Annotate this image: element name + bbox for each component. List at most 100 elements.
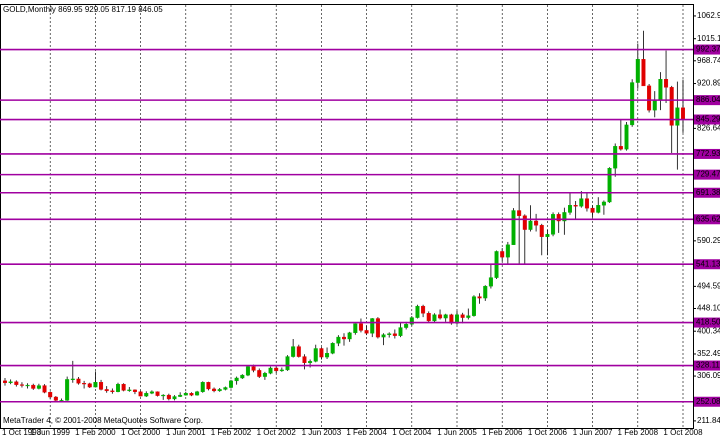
level-label: 772.93 — [696, 149, 720, 158]
candle-body — [584, 198, 589, 209]
level-label: 886.04 — [696, 95, 720, 104]
level-label-box — [694, 148, 720, 159]
candle-body — [87, 383, 92, 388]
candle-body — [65, 379, 70, 401]
x-tick-label: 1 Jun 2007 — [573, 428, 613, 437]
candle-body — [195, 391, 200, 396]
candle-body — [545, 234, 550, 237]
candle-body — [228, 380, 233, 388]
candle-body — [48, 392, 53, 398]
candle-body — [426, 313, 431, 322]
candle-body — [443, 314, 448, 319]
candle-body — [245, 366, 250, 376]
level-label: 418.50 — [696, 318, 720, 327]
level-label-box — [694, 44, 720, 55]
candle-body — [319, 348, 324, 358]
candle-body — [601, 201, 606, 206]
candle-body — [528, 220, 533, 230]
candle-body — [551, 214, 556, 235]
y-tick-label: 920.89 — [697, 79, 720, 88]
candle-body — [99, 382, 104, 390]
candle-body — [522, 215, 527, 230]
candle-body — [421, 305, 426, 314]
x-tick-label: 1 Jun 2001 — [166, 428, 206, 437]
y-tick-label: 352.49 — [697, 349, 720, 358]
level-label: 992.37 — [696, 45, 720, 54]
x-tick-label: 1 Feb 2000 — [75, 428, 116, 437]
candle-body — [517, 210, 522, 216]
candle-body — [132, 389, 137, 392]
candle-body — [358, 323, 363, 331]
x-tick-label: 1 Feb 2004 — [346, 428, 387, 437]
candle-body — [110, 390, 115, 392]
candle-body — [144, 393, 149, 397]
level-label-box — [694, 169, 720, 180]
candle-body — [613, 146, 618, 169]
candle-body — [138, 391, 143, 397]
candle-body — [234, 377, 239, 382]
candle-body — [291, 346, 296, 357]
candle-body — [166, 394, 171, 400]
candle-body — [658, 79, 663, 100]
x-tick-label: 1 Jun 2003 — [302, 428, 342, 437]
candle-body — [200, 382, 205, 392]
candle-body — [438, 314, 443, 319]
level-label-box — [694, 214, 720, 225]
candle-body — [415, 305, 420, 318]
level-label: 691.38 — [696, 188, 720, 197]
candle-body — [635, 59, 640, 83]
x-tick-label: 1 Jun 1999 — [30, 428, 70, 437]
y-tick-label: 826.64 — [697, 124, 720, 133]
candle-body — [404, 324, 409, 328]
candle-body — [342, 336, 347, 340]
level-label: 845.29 — [696, 115, 720, 124]
candle-body — [93, 382, 98, 388]
candle-body — [76, 378, 81, 384]
level-label: 635.62 — [696, 214, 720, 223]
candle-body — [607, 167, 612, 203]
candle-body — [296, 346, 301, 357]
candle-body — [274, 367, 279, 372]
x-tick-label: 1 Feb 2006 — [482, 428, 523, 437]
candle-body — [573, 205, 578, 207]
candle-body — [409, 317, 414, 325]
candle-body — [183, 393, 188, 396]
candle-body — [223, 387, 228, 390]
candle-body — [488, 277, 493, 287]
y-tick-label: 968.74 — [697, 56, 720, 65]
candle-body — [53, 396, 58, 401]
candle-body — [387, 333, 392, 335]
candle-body — [42, 385, 47, 393]
plot-frame — [0, 4, 694, 429]
candle-body — [240, 374, 245, 379]
candle-body — [579, 198, 584, 207]
level-label: 252.08 — [696, 397, 720, 406]
candle-body — [330, 343, 335, 354]
candle-body — [483, 285, 488, 299]
candle-body — [308, 361, 313, 363]
candle-body — [471, 296, 476, 316]
candle-body — [178, 394, 183, 397]
candle-body — [25, 384, 30, 387]
x-tick-label: 1 Oct 2002 — [257, 428, 297, 437]
level-label-box — [694, 259, 720, 270]
level-label-box — [694, 317, 720, 328]
level-label: 328.11 — [696, 361, 720, 370]
candle-body — [511, 210, 516, 245]
y-tick-label: 1015.14 — [697, 34, 720, 43]
candle-body — [556, 214, 561, 222]
candle-body — [336, 336, 341, 344]
candle-body — [652, 99, 657, 111]
footer: MetaTrader 4, © 2001-2008 MetaQuotes Sof… — [3, 416, 203, 425]
candle-body — [121, 383, 126, 391]
candle-body — [8, 381, 13, 383]
candle-body — [590, 207, 595, 213]
candle-body — [505, 244, 510, 258]
candle-body — [19, 384, 24, 386]
candle-body — [127, 389, 132, 391]
y-tick-label: 590.29 — [697, 236, 720, 245]
candle-body — [596, 205, 601, 213]
candle-body — [664, 79, 669, 88]
candle-body — [370, 318, 375, 334]
